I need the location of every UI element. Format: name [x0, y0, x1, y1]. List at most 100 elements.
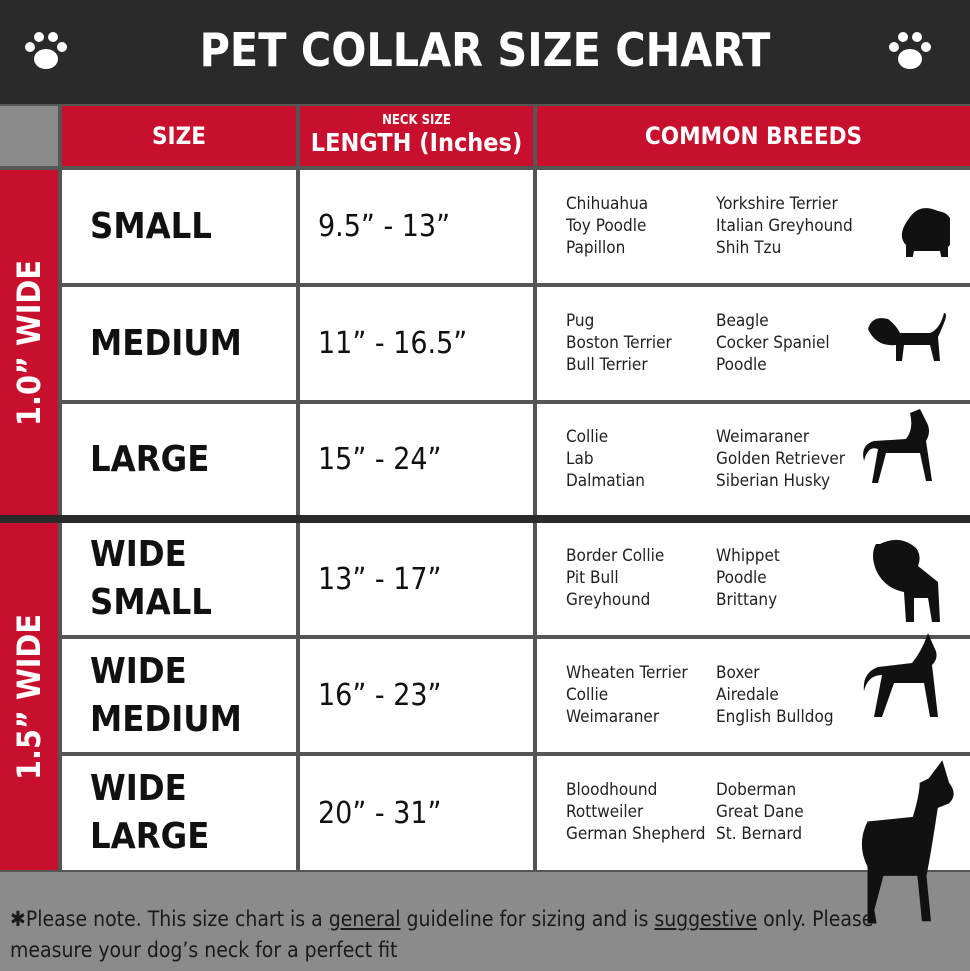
group-text: 1.0” WIDE [10, 259, 48, 426]
breed-name: St. Bernard [716, 824, 803, 844]
size-text: WIDE LARGE [90, 768, 210, 857]
breed-name: Siberian Husky [716, 470, 831, 491]
size-cell: LARGE [62, 404, 296, 515]
dog-shape [873, 539, 940, 622]
breed-name: Wheaten Terrier [566, 662, 688, 683]
header-text: SIZE [152, 122, 206, 150]
breed-name: Poodle [716, 354, 767, 375]
breed-name: Airedale [716, 684, 779, 705]
size-text: WIDE MEDIUM [90, 650, 242, 740]
dog-silhouette [863, 632, 938, 717]
breed-name: Beagle [716, 310, 769, 331]
length-cell: 16” - 23” [300, 639, 533, 752]
breed-column: Beagle Cocker Spaniel Poodle [716, 310, 830, 376]
group-divider [0, 515, 970, 523]
length-cell: 20” - 31” [300, 756, 533, 870]
corner [0, 106, 58, 166]
breed-column: Border Collie Pit Bull Greyhound [566, 545, 664, 611]
breed-name: Boston Terrier [566, 332, 672, 353]
breed-column: Chihuahua Toy Poodle Papillon [566, 193, 648, 259]
dog-silhouette [868, 312, 946, 361]
footnote: ✱Please note. This size chart is a gener… [0, 872, 970, 971]
length-cell: 15” - 24” [300, 404, 533, 515]
breed-name: Whippet [716, 546, 780, 566]
breed-name: Brittany [716, 590, 778, 610]
group-label: 1.5” WIDE [0, 523, 58, 870]
breeds-cell: Wheaten Terrier Collie Weimaraner Boxer Aire… [537, 639, 970, 752]
breed-column: Doberman Great Dane St. Bernard [716, 779, 804, 845]
breed-name: German Shepherd [566, 824, 706, 844]
breed-column: Collie Lab Dalmatian [566, 426, 645, 492]
dog-shape [863, 632, 938, 717]
dog-silhouette [861, 760, 954, 924]
breed-name: Bull Terrier [566, 354, 648, 375]
length-cell: 9.5” - 13” [300, 170, 533, 283]
breed-name: Border Collie [566, 546, 665, 566]
note-text: ✱Please note. This size chart is a [10, 907, 329, 931]
breed-name: Bloodhound [566, 780, 658, 800]
header-text: LENGTH (Inches) [310, 128, 523, 157]
header-text: NECK SIZE [382, 113, 451, 128]
note-text: only. Please measure your dog’s neck for… [10, 907, 874, 962]
note-text: suggestive [654, 907, 758, 931]
size-text: WIDE SMALL [90, 534, 212, 623]
breed-name: Pug [566, 310, 595, 331]
size-cell: WIDE SMALL [62, 523, 296, 635]
group-text: 1.5” WIDE [10, 613, 48, 780]
size-cell: MEDIUM [62, 287, 296, 400]
breed-name: Dalmatian [566, 470, 645, 491]
dog-shape [868, 312, 946, 361]
size-cell: WIDE LARGE [62, 756, 296, 870]
length-cell: 13” - 17” [300, 523, 533, 635]
breed-name: Yorkshire Terrier [716, 193, 838, 214]
header-length: NECK SIZE LENGTH (Inches) [300, 106, 533, 166]
group-label: 1.0” WIDE [0, 170, 58, 515]
length-cell: 11” - 16.5” [300, 287, 533, 400]
dog-silhouette [863, 408, 932, 483]
breeds-cell: Border Collie Pit Bull Greyhound Whippet Poo… [537, 523, 970, 635]
breed-name: Pit Bull [566, 568, 619, 588]
breeds-cell: Chihuahua Toy Poodle Papillon Yorkshire Ter… [537, 170, 970, 283]
breed-column: Bloodhound Rottweiler German Shepherd [566, 779, 705, 845]
breed-name: Collie [566, 426, 609, 447]
breeds-cell: Collie Lab Dalmatian Weimaraner Golden Retri… [537, 404, 970, 515]
breed-name: English Bulldog [716, 706, 834, 727]
header-text: COMMON BREEDS [644, 122, 863, 150]
breed-name: Cocker Spaniel [716, 332, 830, 353]
breed-name: Golden Retriever [716, 448, 846, 469]
breed-column: Wheaten Terrier Collie Weimaraner [566, 662, 688, 728]
header-breeds: COMMON BREEDS [537, 106, 970, 166]
breed-name: Toy Poodle [566, 215, 647, 236]
breed-name: Collie [566, 684, 609, 705]
breed-column: Pug Boston Terrier Bull Terrier [566, 310, 672, 376]
breed-name: Doberman [716, 780, 797, 800]
size-text: MEDIUM [90, 322, 242, 364]
paw-icon [25, 32, 67, 69]
breed-name: Chihuahua [566, 193, 649, 214]
header-size: SIZE [62, 106, 296, 166]
dog-shape [863, 408, 932, 483]
breed-name: Rottweiler [566, 802, 644, 822]
breed-name: Lab [566, 448, 594, 469]
dog-shape [901, 207, 950, 257]
size-cell: SMALL [62, 170, 296, 283]
breed-name: Weimaraner [716, 426, 810, 447]
dog-silhouette [901, 207, 950, 257]
breed-name: Italian Greyhound [716, 215, 853, 236]
paw-icon [889, 32, 931, 69]
breed-name: Weimaraner [566, 706, 660, 727]
note-text: general [328, 907, 401, 931]
breed-column: Boxer Airedale English Bulldog [716, 662, 834, 728]
breed-name: Papillon [566, 237, 626, 258]
size-text: LARGE [90, 438, 210, 480]
size-text: SMALL [90, 205, 212, 247]
breed-name: Shih Tzu [716, 237, 782, 258]
breed-column: Whippet Poodle Brittany [716, 545, 780, 611]
breed-column: Weimaraner Golden Retriever Siberian Husky [716, 426, 845, 492]
breed-name: Boxer [716, 662, 760, 683]
dog-shape [861, 760, 954, 924]
breed-name: Great Dane [716, 802, 804, 822]
breed-name: Greyhound [566, 590, 651, 610]
title: PET COLLAR SIZE CHART [0, 0, 970, 104]
